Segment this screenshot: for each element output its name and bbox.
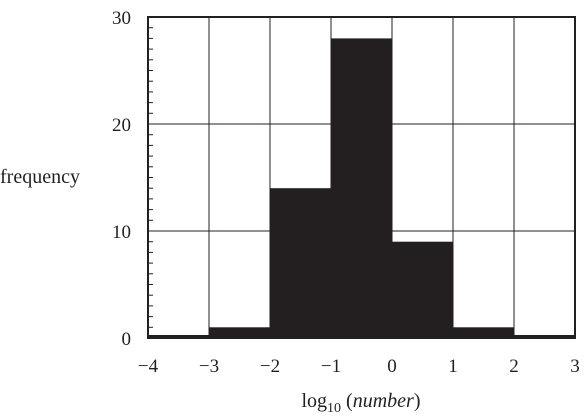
y-tick-label-2: 20 bbox=[112, 115, 131, 136]
histogram-bar-3 bbox=[331, 38, 392, 339]
histogram-bar-1 bbox=[209, 327, 270, 338]
x-tick-label-7: 3 bbox=[570, 356, 580, 377]
x-axis-label: log10 (number) bbox=[301, 390, 420, 416]
x-axis-label-variable: number bbox=[353, 390, 414, 412]
y-axis-label: frequency bbox=[0, 166, 80, 188]
histogram-bar-0 bbox=[148, 335, 209, 338]
x-tick-label-4: 0 bbox=[387, 356, 397, 377]
x-axis-label-close: ) bbox=[414, 390, 421, 412]
histogram-bar-5 bbox=[453, 327, 514, 338]
x-axis-label-subscript: 10 bbox=[327, 401, 341, 416]
histogram-bar-2 bbox=[270, 188, 331, 338]
y-tick-label-0: 0 bbox=[122, 329, 132, 350]
x-tick-label-0: −4 bbox=[138, 356, 159, 377]
x-tick-label-6: 2 bbox=[509, 356, 519, 377]
y-tick-label-1: 10 bbox=[112, 222, 131, 243]
y-tick-label-3: 30 bbox=[112, 8, 131, 29]
histogram-bar-6 bbox=[514, 335, 575, 338]
x-axis-label-open: ( bbox=[341, 390, 353, 412]
histogram-bars bbox=[148, 38, 575, 339]
x-tick-labels: −4 −3 −2 −1 0 1 2 3 bbox=[138, 356, 580, 377]
x-tick-label-1: −3 bbox=[199, 356, 219, 377]
x-tick-label-3: −1 bbox=[321, 356, 341, 377]
x-tick-label-2: −2 bbox=[260, 356, 280, 377]
x-tick-label-5: 1 bbox=[448, 356, 458, 377]
y-tick-labels: 0 10 20 30 bbox=[112, 8, 131, 350]
x-axis-label-log: log bbox=[301, 390, 327, 412]
histogram-bar-4 bbox=[392, 241, 453, 338]
y-axis-ticks bbox=[148, 16, 157, 339]
